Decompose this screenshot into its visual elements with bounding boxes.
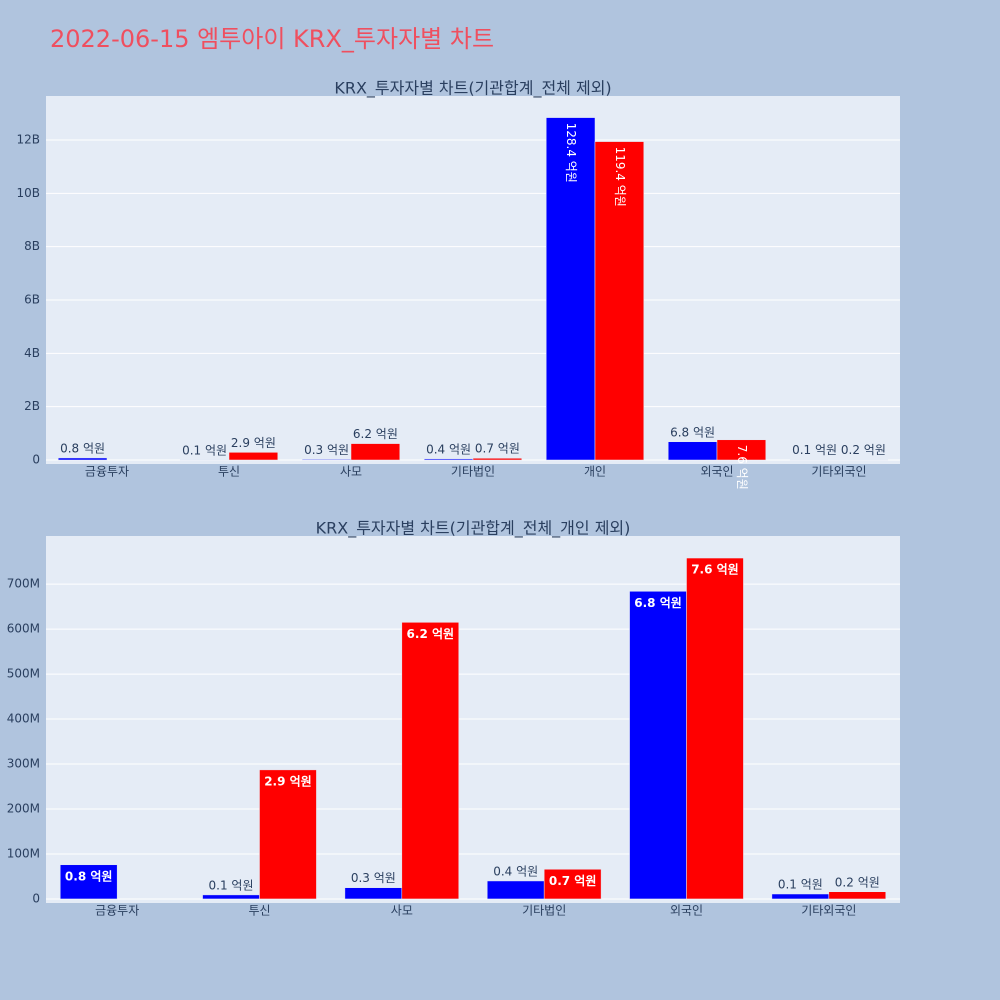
y-tick-label: 500M xyxy=(7,667,40,681)
x-tick-label: 기타법인 xyxy=(522,904,566,918)
bar xyxy=(667,441,718,461)
bar xyxy=(543,869,602,900)
bar xyxy=(259,769,317,900)
x-tick-label: 기타법인 xyxy=(451,465,495,479)
y-tick-label: 300M xyxy=(7,757,40,771)
x-tick-label: 기타외국인 xyxy=(811,465,866,479)
y-tick-label: 12B xyxy=(16,133,40,147)
x-tick-label: 외국인 xyxy=(670,904,703,918)
bar xyxy=(771,893,830,900)
bar xyxy=(686,557,744,900)
y-tick-label: 400M xyxy=(7,712,40,726)
value-label: 6.2 억원 xyxy=(353,427,398,441)
x-tick-label: 투신 xyxy=(218,465,240,479)
value-label: 119.4 억원 xyxy=(613,147,627,207)
value-label: 0.1 억원 xyxy=(209,878,254,892)
value-label: 2.9 억원 xyxy=(231,436,276,450)
value-label: 0.3 억원 xyxy=(351,871,396,885)
chart-title: KRX_투자자별 차트(기관합계_전체 제외) xyxy=(334,79,611,99)
x-tick-label: 사모 xyxy=(340,465,362,479)
y-tick-label: 0 xyxy=(32,453,40,467)
value-label: 0.4 억원 xyxy=(426,442,471,456)
bar xyxy=(472,457,523,461)
value-label: 0.2 억원 xyxy=(835,875,880,889)
value-label: 0.8 억원 xyxy=(65,869,113,883)
bar xyxy=(350,443,401,461)
bar xyxy=(828,891,887,900)
value-label: 0.2 억원 xyxy=(841,443,886,457)
y-tick-label: 6B xyxy=(24,293,40,307)
y-tick-label: 700M xyxy=(7,577,40,591)
bar xyxy=(486,880,545,900)
plot-area xyxy=(46,96,900,464)
value-label: 0.8 억원 xyxy=(60,441,105,455)
chart-title: KRX_투자자별 차트(기관합계_전체_개인 제외) xyxy=(316,519,631,539)
value-label: 0.1 억원 xyxy=(182,443,227,457)
bar xyxy=(59,864,118,900)
value-label: 0.7 억원 xyxy=(549,874,597,888)
value-label: 7.6 억원 xyxy=(691,563,739,577)
y-tick-label: 600M xyxy=(7,622,40,636)
bar xyxy=(594,141,645,461)
x-tick-label: 금융투자 xyxy=(95,904,139,918)
bar xyxy=(629,591,687,900)
value-label: 7.6 억원 xyxy=(735,445,749,490)
bar xyxy=(301,459,352,461)
bar xyxy=(228,452,279,461)
y-tick-label: 8B xyxy=(24,239,40,253)
value-label: 0.7 억원 xyxy=(475,442,520,456)
value-label: 6.8 억원 xyxy=(670,425,715,439)
value-label: 6.8 억원 xyxy=(634,596,682,610)
bar xyxy=(344,887,403,900)
y-tick-label: 4B xyxy=(24,346,40,360)
value-label: 0.1 억원 xyxy=(778,878,823,892)
y-tick-label: 10B xyxy=(16,186,40,200)
bar xyxy=(401,622,460,900)
x-tick-label: 사모 xyxy=(391,904,413,918)
value-label: 2.9 억원 xyxy=(264,774,312,788)
x-tick-label: 기타외국인 xyxy=(801,904,856,918)
bar xyxy=(57,457,108,461)
bar xyxy=(545,117,596,461)
x-tick-label: 금융투자 xyxy=(85,465,129,479)
x-tick-label: 개인 xyxy=(584,465,606,479)
bar xyxy=(202,894,260,900)
bar xyxy=(423,458,474,461)
value-label: 0.4 억원 xyxy=(493,864,538,878)
x-tick-label: 외국인 xyxy=(700,465,733,479)
value-label: 0.3 억원 xyxy=(304,443,349,457)
y-tick-label: 100M xyxy=(7,846,40,860)
x-tick-label: 투신 xyxy=(248,904,270,918)
page-title: 2022-06-15 엠투아이 KRX_투자자별 차트 xyxy=(50,25,494,53)
value-label: 6.2 억원 xyxy=(407,627,455,641)
value-label: 128.4 억원 xyxy=(564,123,578,183)
y-tick-label: 0 xyxy=(32,891,40,905)
y-tick-label: 200M xyxy=(7,802,40,816)
value-label: 0.1 억원 xyxy=(792,443,837,457)
bar xyxy=(716,439,767,461)
y-tick-label: 2B xyxy=(24,399,40,413)
